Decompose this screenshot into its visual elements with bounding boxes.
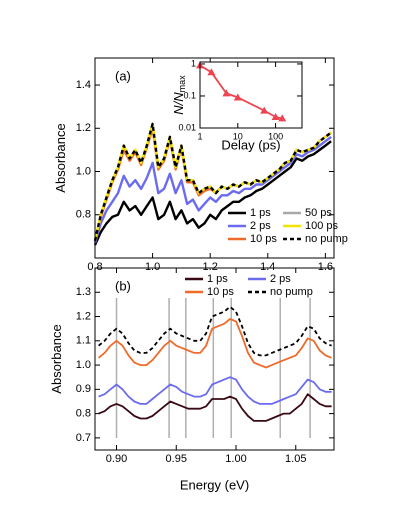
- x-tick-label: 1.4: [260, 261, 275, 273]
- series-line: [93, 122, 332, 241]
- x-tick-label: 1.00: [225, 453, 246, 465]
- series-line: [98, 393, 332, 422]
- data-point: [271, 113, 280, 121]
- plot-frame: [199, 61, 303, 129]
- inset-background: [200, 62, 302, 128]
- y-tick-label: 1: [191, 58, 196, 68]
- y-tick-label: 1.2: [76, 122, 91, 134]
- y-tick-label: 0.1: [183, 90, 196, 100]
- legend-label: 10 ps: [207, 286, 234, 298]
- x-tick-label: 10: [233, 131, 243, 141]
- legend-label: 1 ps: [250, 207, 271, 219]
- x-tick-label: 1.0: [145, 261, 160, 273]
- y-tick-label: 0.01: [178, 122, 196, 132]
- x-tick-label: 1.6: [318, 261, 333, 273]
- y-tick-label: 0.7: [76, 432, 91, 444]
- data-point: [233, 93, 242, 101]
- y-axis-label-main: N/N: [171, 92, 186, 115]
- series-line: [98, 305, 332, 357]
- plot-frame: [94, 57, 335, 259]
- legend-label: 1 ps: [207, 273, 228, 285]
- y-axis-label: Absorbance: [49, 324, 64, 393]
- legend-label: 2 ps: [270, 273, 291, 285]
- series-line: [93, 122, 332, 241]
- panel-label: (a): [115, 68, 131, 83]
- data-point: [278, 114, 287, 122]
- y-axis-label: Absorbance: [53, 123, 68, 192]
- x-tick-label: 1.2: [203, 261, 218, 273]
- series-line: [93, 135, 332, 244]
- y-tick-label: 1.0: [76, 165, 91, 177]
- x-tick-label: 0.8: [87, 261, 102, 273]
- legend-label: 2 ps: [250, 220, 271, 232]
- data-point: [260, 106, 269, 114]
- y-tick-label: 0.8: [76, 209, 91, 221]
- y-tick-label: 0.8: [76, 408, 91, 420]
- legend-label: 50 ps: [305, 207, 332, 219]
- x-tick-label: 100: [268, 131, 283, 141]
- data-point: [222, 89, 231, 97]
- y-axis-label: N/Nmax: [171, 75, 187, 115]
- y-tick-label: 0.9: [76, 383, 91, 395]
- x-tick-label: 0.90: [106, 453, 127, 465]
- data-point: [207, 68, 216, 76]
- plot-frame: [94, 267, 335, 451]
- y-tick-label: 1.1: [76, 335, 91, 347]
- legend-label: 10 ps: [250, 233, 277, 245]
- series-line: [98, 376, 332, 405]
- y-axis-label-main: Absorbance: [49, 324, 64, 393]
- panel-label: (b): [115, 278, 131, 293]
- series-line: [93, 122, 332, 241]
- legend-label: no pump: [305, 233, 348, 245]
- y-tick-label: 1.2: [76, 310, 91, 322]
- y-axis-label-main: Absorbance: [53, 123, 68, 192]
- series-line: [93, 140, 332, 246]
- y-tick-label: 1.4: [76, 79, 91, 91]
- x-axis-label: Energy (eV): [180, 477, 249, 492]
- x-tick-label: 0.95: [166, 453, 187, 465]
- y-tick-label: 1.0: [76, 359, 91, 371]
- x-tick-label: 1: [197, 131, 202, 141]
- y-axis-label-sub: max: [177, 75, 187, 93]
- series-line: [98, 318, 332, 369]
- legend-label: no pump: [270, 286, 313, 298]
- legend-label: 100 ps: [305, 220, 339, 232]
- y-tick-label: 1.3: [76, 286, 91, 298]
- x-tick-label: 1.05: [285, 453, 306, 465]
- x-axis-label: Delay (ps): [221, 137, 280, 152]
